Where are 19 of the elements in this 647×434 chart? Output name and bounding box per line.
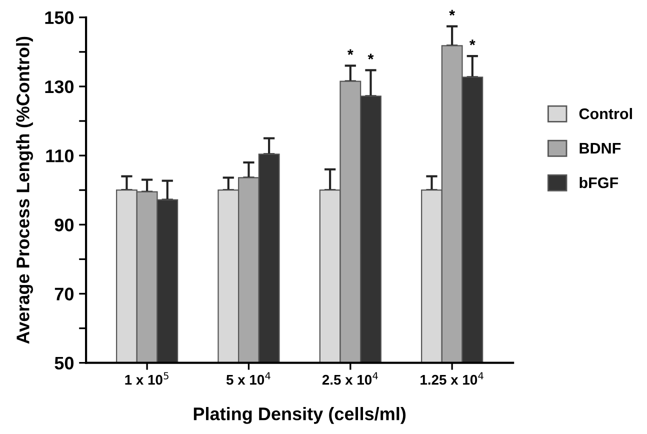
- legend-label: bFGF: [580, 176, 618, 188]
- x-tick-label: 5 x 10$^{4}$: [226, 372, 270, 385]
- data-label: *: [449, 10, 456, 16]
- data-label: *: [368, 54, 374, 60]
- y-tick-label: 150: [45, 11, 74, 24]
- y-tick-label: 110: [46, 149, 74, 162]
- y-tick-label: 70: [54, 288, 74, 300]
- y-tick-label: 50: [54, 356, 74, 370]
- legend-label: Control: [579, 108, 632, 120]
- y-tick-label: 90: [54, 218, 74, 232]
- y-tick-label: 130: [45, 80, 74, 94]
- data-label: *: [469, 40, 476, 46]
- data-label: *: [347, 49, 354, 55]
- legend-label: BDNF: [580, 143, 621, 154]
- x-tick-label: 1 x 10$^{5}$: [125, 372, 168, 385]
- y-axis-title: Average Process Length (%Control): [16, 36, 34, 344]
- x-tick-label: 1.25 x 10$^{4}$: [420, 372, 484, 385]
- x-axis-title: Plating Density (cells/ml): [194, 407, 406, 424]
- x-tick-label: 2.5 x 10$^{4}$: [322, 372, 378, 385]
